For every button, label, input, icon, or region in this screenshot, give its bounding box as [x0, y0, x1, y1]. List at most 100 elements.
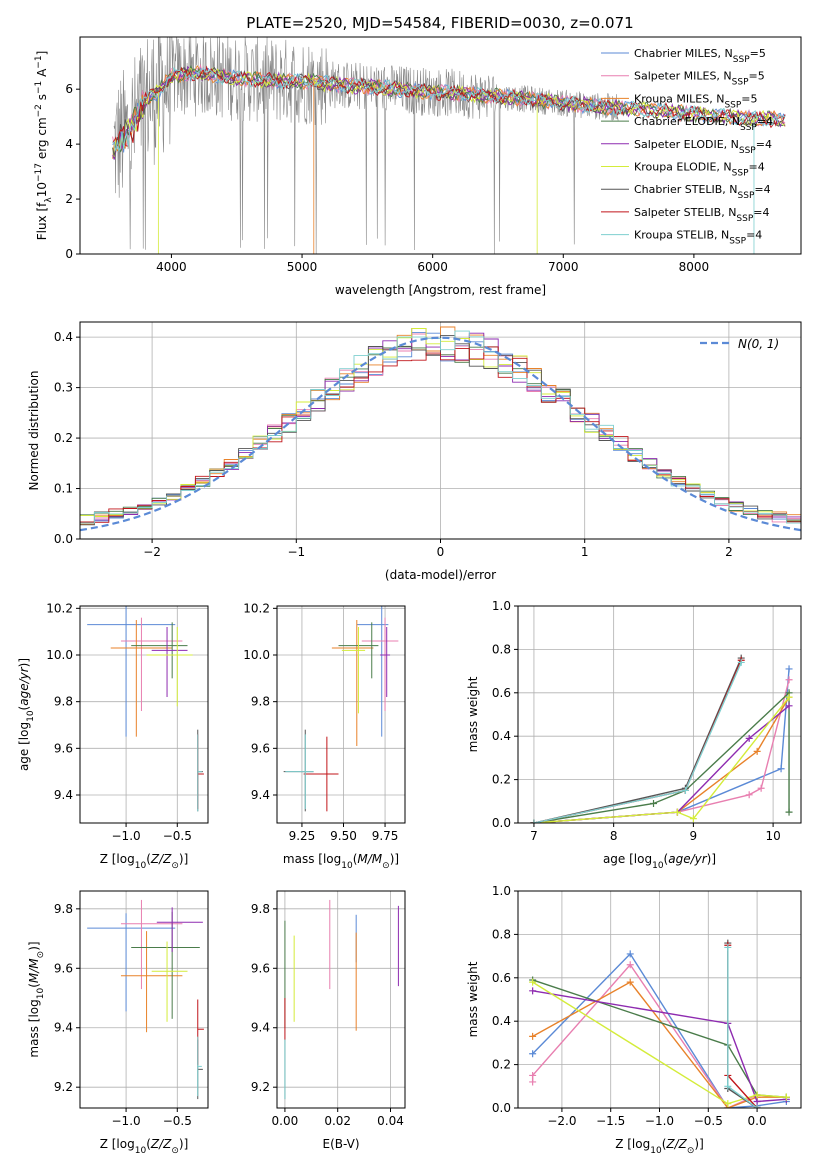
x-tick-label: 8 [610, 829, 618, 843]
weight-marker [689, 815, 697, 823]
x-tick-label: 2 [725, 545, 733, 559]
axes-frame [79, 605, 209, 824]
weight-marker [529, 1050, 537, 1058]
weight-line-2 [531, 963, 758, 1108]
y-tick-label: 0 [65, 247, 73, 261]
errorbar-point-9 [285, 734, 314, 809]
plot-area [87, 899, 204, 1100]
y-tick-label: 9.8 [54, 695, 73, 709]
errorbar-point-6 [146, 627, 193, 707]
x-tick-label: −2.0 [547, 1114, 576, 1128]
errorbar-point-1 [87, 606, 176, 737]
plot-area [283, 606, 399, 812]
plot-area [529, 939, 790, 1108]
legend: Chabrier MILES, NSSP=5 Salpeter MILES, NS… [601, 47, 773, 247]
x-tick-label: 8000 [679, 260, 710, 274]
weight-marker [724, 1100, 732, 1108]
x-axis-label: age [log10(age/yr)] [603, 852, 716, 871]
errorbar-point-8 [197, 999, 204, 1065]
legend-label: Kroupa ELODIE, NSSP=4 [634, 161, 765, 179]
errorbar-point-5 [380, 627, 391, 697]
x-tick-label: 0.00 [272, 1114, 299, 1128]
x-tick-label: 4000 [156, 260, 187, 274]
errorbar-point-7 [283, 729, 314, 812]
x-tick-label: −1.5 [596, 1114, 625, 1128]
y-tick-label: 0.4 [492, 1014, 511, 1028]
x-tick-label: −1.0 [645, 1114, 674, 1128]
x-tick-label: −0.5 [694, 1114, 723, 1128]
y-tick-label: 1.0 [492, 599, 511, 613]
x-tick-label: 5000 [287, 260, 318, 274]
weight-marker [753, 747, 761, 755]
errorbar-point-3 [110, 620, 173, 737]
y-axis-label: Flux [fλ10−17 erg cm−2 s−1 A−1] [34, 51, 54, 241]
y-tick-label: 6 [65, 82, 73, 96]
x-tick-label: 0 [437, 545, 445, 559]
y-axis-label: mass [log10(M/M⊙)] [27, 941, 46, 1057]
legend-label: Kroupa MILES, NSSP=5 [634, 92, 758, 110]
weight-marker [650, 799, 658, 807]
axes-frame [276, 890, 406, 1109]
y-tick-label: 0.2 [492, 773, 511, 787]
y-tick-label: 1.0 [492, 884, 511, 898]
weight-marker [785, 702, 793, 710]
weight-marker [724, 1082, 732, 1090]
x-tick-label: 6000 [417, 260, 448, 274]
y-tick-label: 10.2 [243, 601, 270, 615]
x-tick-label: 10 [765, 829, 780, 843]
errorbar-point-3 [120, 931, 183, 1033]
x-tick-label: 9.75 [372, 829, 399, 843]
y-tick-label: 10.0 [243, 648, 270, 662]
errorbar-point-6 [151, 941, 188, 1022]
y-tick-label: 0.1 [54, 482, 73, 496]
histogram-8 [80, 346, 801, 523]
x-tick-label: −0.5 [163, 1114, 192, 1128]
y-tick-label: 0.3 [54, 381, 73, 395]
panel-8: −2.0 −1.5 −1.0 −0.5 0.0 0.0 0.2 0.4 0.6 0.8 1.0 Z [… [466, 884, 802, 1156]
y-tick-label: 9.4 [251, 1021, 270, 1035]
errorbar-point-3 [331, 620, 374, 746]
weight-marker [529, 1071, 537, 1079]
y-tick-label: 9.8 [251, 695, 270, 709]
weight-line-4 [533, 691, 790, 823]
weight-marker [745, 734, 753, 742]
axes-frame [79, 36, 802, 255]
errorbar-point-6 [341, 627, 366, 714]
errorbar-point-9 [197, 734, 202, 812]
y-tick-label: 0.2 [492, 1058, 511, 1072]
legend: N(0, 1) [700, 337, 779, 351]
y-tick-label: 10.0 [46, 648, 73, 662]
y-tick-label: 0.8 [492, 927, 511, 941]
x-axis-label: Z [log10(Z/Z⊙)] [615, 1137, 704, 1156]
axes-frame [79, 321, 802, 540]
weight-marker [529, 1078, 537, 1086]
x-axis-label: (data-model)/error [385, 568, 496, 582]
x-tick-label: −0.5 [163, 829, 192, 843]
x-tick-label: −1 [287, 545, 305, 559]
y-tick-label: 9.2 [251, 1080, 270, 1094]
axes-frame [517, 890, 802, 1109]
errorbar-point-1 [87, 913, 176, 1012]
y-tick-label: 10.2 [46, 601, 73, 615]
errorbar-point-7 [197, 729, 203, 812]
weight-marker [757, 784, 765, 792]
axes-frame [276, 605, 406, 824]
y-axis-label: mass weight [466, 676, 480, 752]
plot-area [80, 326, 801, 532]
panel-5: 7 8 9 10 0.0 0.2 0.4 0.6 0.8 1.0 age [log10(age/yr… [466, 599, 802, 871]
errorbar-point-2 [120, 617, 183, 711]
errorbar-point-8 [303, 736, 339, 812]
weight-line-2 [533, 679, 790, 823]
axes-frame [79, 890, 209, 1109]
y-tick-label: 9.8 [251, 902, 270, 916]
legend-label: Chabrier STELIB, NSSP=4 [634, 183, 771, 201]
x-tick-label: 9 [690, 829, 698, 843]
y-tick-label: 0.6 [492, 971, 511, 985]
weight-marker [626, 978, 634, 986]
legend-label: N(0, 1) [738, 337, 779, 351]
x-tick-label: −1.0 [112, 829, 141, 843]
plot-area [87, 606, 204, 812]
y-tick-label: 9.4 [54, 788, 73, 802]
weight-line-6 [532, 981, 787, 1105]
